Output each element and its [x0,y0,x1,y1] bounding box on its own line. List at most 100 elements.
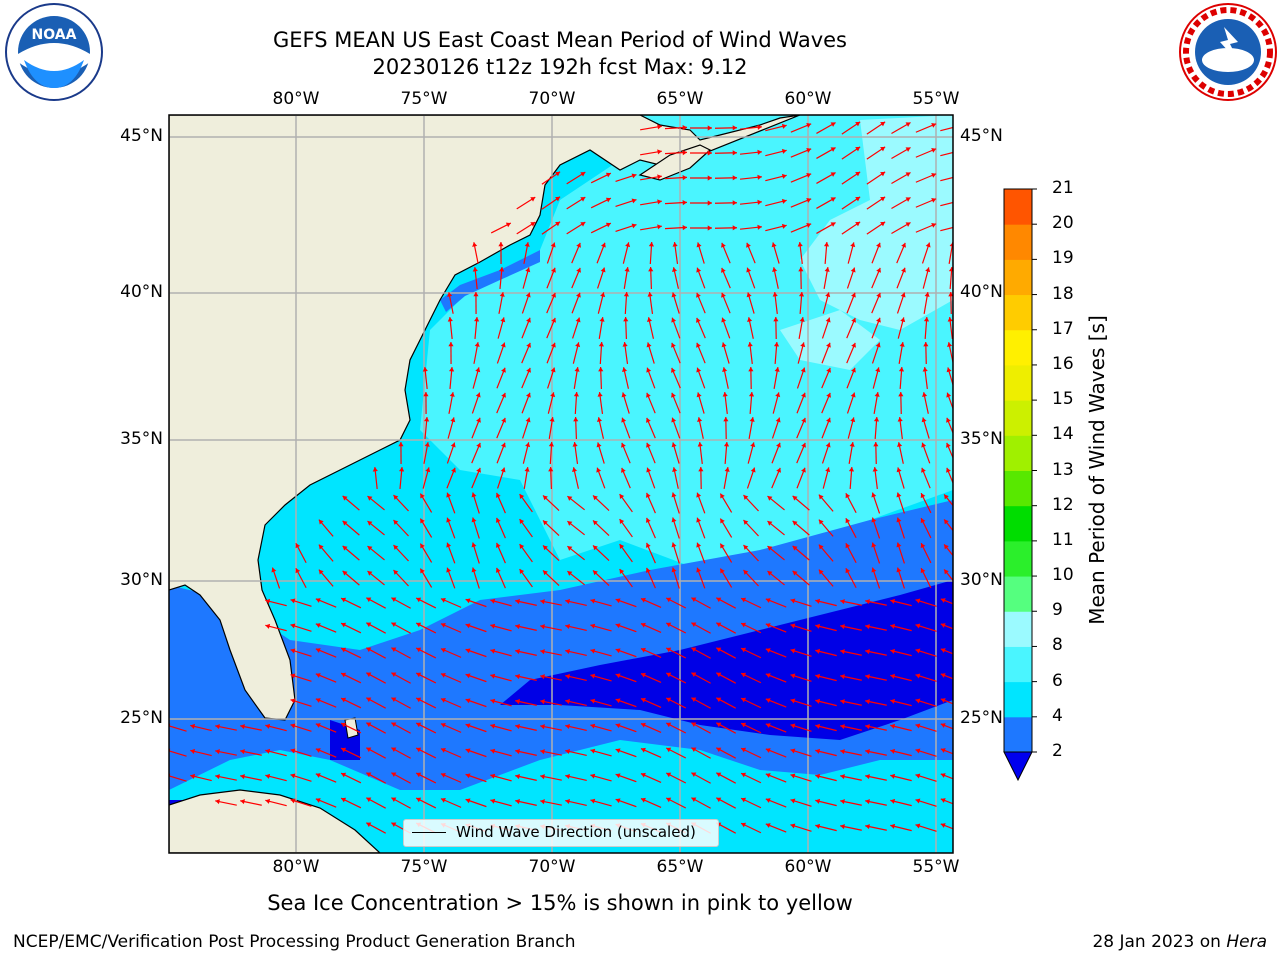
wave-direction-arrowhead [515,624,520,630]
wave-direction-arrowhead [640,772,646,778]
wave-direction-arrowhead [605,172,611,178]
wave-direction-arrowhead [416,747,422,753]
wave-direction-arrowhead [671,392,676,398]
wave-direction-arrowhead [707,200,712,206]
national-weather-service-logo [1179,3,1277,101]
wave-direction-arrowhead [525,292,531,298]
wave-direction-arrowhead [716,672,722,678]
wave-direction-arrowhead [840,599,845,605]
wave-direction-arrowhead [499,267,505,272]
wave-direction-arrowhead [724,467,730,472]
wave-direction-arrowhead [940,598,946,603]
lat-label-right: 35°N [960,429,1003,449]
wave-direction-arrowhead [465,798,471,804]
wave-direction-arrowhead [526,317,531,323]
wave-direction-arrowhead [500,467,506,473]
wave-direction-arrowhead [640,647,646,653]
wave-direction-arrowhead [900,292,906,298]
wave-direction-arrowhead [905,122,911,127]
wave-direction-arrowhead [876,292,881,298]
lat-label-left: 25°N [120,708,163,728]
wave-direction-arrowhead [315,773,321,778]
wave-direction-arrowhead [696,392,702,398]
wave-direction-arrowhead [732,150,737,156]
wave-direction-arrowhead [190,723,196,729]
wave-direction-arrowhead [542,570,548,576]
legend-label: Wind Wave Direction (unscaled) [456,823,696,841]
wave-direction-arrowhead [920,543,926,549]
colorbar-segment [1004,259,1032,296]
wave-direction-arrowhead [623,317,629,322]
wave-direction-arrowhead [265,623,271,629]
wave-direction-arrowhead [576,267,581,273]
wave-direction-arrowhead [775,392,781,398]
wave-direction-arrowhead [440,772,446,778]
wave-direction-arrowhead [865,624,870,630]
wave-direction-arrowhead [696,567,702,573]
wave-direction-arrowhead [519,569,525,575]
wave-direction-arrowhead [398,442,404,447]
wave-direction-arrowhead [773,317,779,322]
wave-direction-arrowhead [923,317,930,322]
wave-direction-arrowhead [890,798,896,804]
colorbar-tick-label: 18 [1052,283,1074,304]
wave-direction-arrowhead [399,467,405,472]
wave-direction-arrowhead [341,797,347,803]
period-8-9-region [800,115,953,330]
wave-direction-arrowhead [416,722,422,728]
wave-direction-arrowhead [748,367,754,372]
wave-direction-arrowhead [646,442,651,448]
wave-direction-arrowhead [525,417,531,423]
wave-direction-arrowhead [621,367,628,373]
wave-direction-arrowhead [732,200,737,206]
wave-direction-arrowhead [416,697,422,703]
wave-direction-arrowhead [447,292,453,297]
wave-direction-arrowhead [741,622,747,628]
wave-direction-arrowhead [840,674,845,680]
wave-direction-arrowhead [657,174,662,180]
wave-direction-arrowhead [923,342,929,347]
wave-direction-arrowhead [840,699,845,705]
wave-direction-arrowhead [391,672,397,678]
wave-direction-arrowhead [920,493,926,499]
wave-direction-arrowhead [815,798,821,804]
wave-direction-arrowhead [790,773,796,779]
wave-direction-arrowhead [849,442,855,447]
wave-direction-arrowhead [490,698,496,704]
map-frame [168,114,954,854]
wave-direction-arrowhead [615,598,621,604]
period-lt2-core [500,580,953,740]
wave-direction-arrowhead [540,724,545,730]
wave-direction-arrowhead [840,799,845,805]
wave-direction-arrowhead [890,598,896,604]
colorbar-segment [1004,329,1032,366]
wave-direction-arrowhead [424,417,430,422]
wave-direction-arrowhead [490,598,496,604]
wave-direction-arrowhead [865,599,870,605]
lon-label-bottom: 80°W [272,857,320,877]
wave-direction-arrowhead [440,697,446,703]
wave-direction-arrowhead [640,622,646,628]
wave-direction-arrowhead [741,797,747,803]
wave-direction-arrowhead [416,647,422,653]
wave-direction-arrowhead [871,492,877,498]
wave-direction-arrowhead [806,223,812,228]
wave-direction-arrowhead [720,543,725,549]
wave-direction-arrowhead [671,567,677,573]
wave-direction-arrowhead [472,267,478,272]
wave-direction-arrowhead [565,724,571,730]
wave-direction-arrowhead [391,647,397,653]
wave-direction-arrowhead [840,649,845,655]
wave-direction-arrowhead [915,673,921,679]
wave-direction-arrowhead [915,773,921,779]
wave-direction-arrow [169,725,187,732]
lon-label-top: 65°W [656,89,704,109]
wave-direction-arrowhead [876,317,881,323]
wave-direction-arrowhead [565,649,571,655]
wave-direction-arrowhead [865,649,870,655]
wave-direction-arrowhead [948,267,953,272]
wave-direction-arrowhead [792,520,798,526]
wave-direction-arrowhead [851,292,856,298]
wave-direction-arrowhead [757,149,762,155]
